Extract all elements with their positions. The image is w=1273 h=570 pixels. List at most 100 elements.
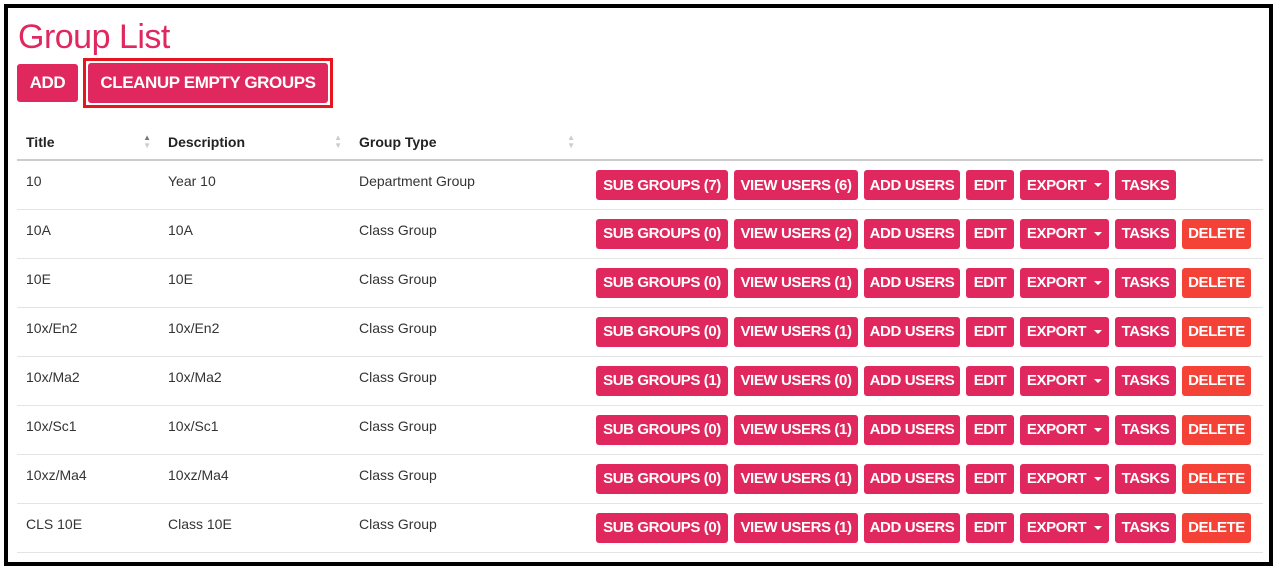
tasks-button[interactable]: TASKS	[1115, 414, 1176, 445]
sub-groups-button[interactable]: SUB GROUPS (0)	[596, 414, 728, 445]
sort-icon[interactable]: ▲ ▼	[334, 133, 342, 150]
add-users-button[interactable]: ADD USERS	[864, 365, 960, 396]
cell-description: Class 10E	[159, 503, 350, 553]
cell-actions: SUB GROUPS (0) VIEW USERS (1) ADD USERS EDI…	[583, 258, 1263, 308]
delete-button[interactable]: DELETE	[1182, 316, 1251, 347]
cell-description: 10x/Sc1	[159, 405, 350, 455]
cell-title: 10xz/Ma4	[17, 454, 159, 504]
tasks-button[interactable]: TASKS	[1115, 365, 1176, 396]
tasks-button[interactable]: TASKS	[1115, 170, 1176, 200]
add-users-button[interactable]: ADD USERS	[864, 463, 960, 494]
tasks-button[interactable]: TASKS	[1115, 218, 1176, 249]
column-header-description[interactable]: Description ▲ ▼	[159, 125, 350, 161]
cell-actions: SUB GROUPS (0) VIEW USERS (1) ADD USERS EDI…	[583, 307, 1263, 357]
add-users-button[interactable]: ADD USERS	[864, 267, 960, 298]
cell-group-type: Class Group	[350, 209, 583, 259]
delete-button[interactable]: DELETE	[1182, 218, 1251, 249]
edit-button[interactable]: EDIT	[966, 170, 1014, 200]
edit-button[interactable]: EDIT	[966, 316, 1014, 347]
cell-actions: SUB GROUPS (0) VIEW USERS (2) ADD USERS EDI…	[583, 209, 1263, 259]
cell-group-type: Class Group	[350, 307, 583, 357]
add-users-button[interactable]: ADD USERS	[864, 170, 960, 200]
cleanup-empty-groups-button[interactable]: CLEANUP EMPTY GROUPS	[88, 63, 328, 103]
caret-down-icon	[1094, 427, 1103, 432]
edit-button[interactable]: EDIT	[966, 365, 1014, 396]
view-users-button[interactable]: VIEW USERS (1)	[734, 316, 858, 347]
add-users-button[interactable]: ADD USERS	[864, 414, 960, 445]
export-dropdown-button[interactable]: EXPORT	[1020, 218, 1109, 249]
edit-button[interactable]: EDIT	[966, 414, 1014, 445]
column-header-actions	[583, 125, 1263, 161]
tasks-button[interactable]: TASKS	[1115, 267, 1176, 298]
table-row: 10A 10A Class Group SUB GROUPS (0) VIEW USER…	[17, 209, 1263, 259]
cell-title: 10x/Sc1	[17, 405, 159, 455]
view-users-button[interactable]: VIEW USERS (1)	[734, 512, 858, 543]
table-row: 10xz/Ma4 10xz/Ma4 Class Group SUB GROUPS (0…	[17, 454, 1263, 504]
sort-icon[interactable]: ▲ ▼	[567, 133, 575, 150]
add-button[interactable]: ADD	[17, 64, 78, 102]
export-dropdown-button[interactable]: EXPORT	[1020, 414, 1109, 445]
view-users-button[interactable]: VIEW USERS (6)	[734, 170, 858, 200]
caret-down-icon	[1094, 476, 1103, 481]
table-row: 10E 10E Class Group SUB GROUPS (0) VIEW USER…	[17, 258, 1263, 308]
export-dropdown-button[interactable]: EXPORT	[1020, 463, 1109, 494]
add-users-button[interactable]: ADD USERS	[864, 218, 960, 249]
export-dropdown-button[interactable]: EXPORT	[1020, 170, 1109, 200]
view-users-button[interactable]: VIEW USERS (1)	[734, 414, 858, 445]
add-users-button[interactable]: ADD USERS	[864, 316, 960, 347]
caret-down-icon	[1094, 280, 1103, 285]
cell-group-type: Department Group	[350, 160, 583, 210]
caret-down-icon	[1094, 525, 1103, 530]
export-dropdown-button[interactable]: EXPORT	[1020, 316, 1109, 347]
edit-button[interactable]: EDIT	[966, 218, 1014, 249]
sub-groups-button[interactable]: SUB GROUPS (0)	[596, 218, 728, 249]
cell-description: 10x/Ma2	[159, 356, 350, 406]
export-dropdown-button[interactable]: EXPORT	[1020, 365, 1109, 396]
cell-actions: SUB GROUPS (0) VIEW USERS (1) ADD USERS EDI…	[583, 454, 1263, 504]
table-row: CLS 10E Class 10E Class Group SUB GROUPS (0…	[17, 503, 1263, 553]
edit-button[interactable]: EDIT	[966, 463, 1014, 494]
delete-button[interactable]: DELETE	[1182, 463, 1251, 494]
tasks-button[interactable]: TASKS	[1115, 512, 1176, 543]
sub-groups-button[interactable]: SUB GROUPS (7)	[596, 170, 728, 200]
delete-button[interactable]: DELETE	[1182, 365, 1251, 396]
sub-groups-button[interactable]: SUB GROUPS (0)	[596, 316, 728, 347]
delete-button[interactable]: DELETE	[1182, 267, 1251, 298]
edit-button[interactable]: EDIT	[966, 512, 1014, 543]
view-users-button[interactable]: VIEW USERS (1)	[734, 267, 858, 298]
cell-group-type: Class Group	[350, 503, 583, 553]
tasks-button[interactable]: TASKS	[1115, 463, 1176, 494]
cell-description: 10xz/Ma4	[159, 454, 350, 504]
sort-icon[interactable]: ▲ ▼	[143, 133, 151, 150]
delete-button[interactable]: DELETE	[1182, 414, 1251, 445]
cell-group-type: Class Group	[350, 405, 583, 455]
cell-description: Year 10	[159, 160, 350, 210]
tasks-button[interactable]: TASKS	[1115, 316, 1176, 347]
view-users-button[interactable]: VIEW USERS (0)	[734, 365, 858, 396]
table-header-row: Title ▲ ▼ Description ▲ ▼ Group Type ▲ ▼	[17, 125, 1263, 161]
sub-groups-button[interactable]: SUB GROUPS (1)	[596, 365, 728, 396]
view-users-button[interactable]: VIEW USERS (1)	[734, 463, 858, 494]
cell-description: 10A	[159, 209, 350, 259]
add-users-button[interactable]: ADD USERS	[864, 512, 960, 543]
cell-group-type: Class Group	[350, 454, 583, 504]
delete-button[interactable]: DELETE	[1182, 512, 1251, 543]
caret-down-icon	[1094, 329, 1103, 334]
cell-description: 10x/En2	[159, 307, 350, 357]
table-row: 10x/Ma2 10x/Ma2 Class Group SUB GROUPS (1) V…	[17, 356, 1263, 406]
caret-down-icon	[1094, 231, 1103, 236]
table-row: 10x/Sc1 10x/Sc1 Class Group SUB GROUPS (0) V…	[17, 405, 1263, 455]
view-users-button[interactable]: VIEW USERS (2)	[734, 218, 858, 249]
sub-groups-button[interactable]: SUB GROUPS (0)	[596, 267, 728, 298]
column-header-group-type[interactable]: Group Type ▲ ▼	[350, 125, 583, 161]
cell-title: 10x/Ma2	[17, 356, 159, 406]
export-dropdown-button[interactable]: EXPORT	[1020, 512, 1109, 543]
sub-groups-button[interactable]: SUB GROUPS (0)	[596, 463, 728, 494]
edit-button[interactable]: EDIT	[966, 267, 1014, 298]
cell-group-type: Class Group	[350, 258, 583, 308]
column-header-title[interactable]: Title ▲ ▼	[17, 125, 159, 161]
cell-title: 10x/En2	[17, 307, 159, 357]
export-dropdown-button[interactable]: EXPORT	[1020, 267, 1109, 298]
sub-groups-button[interactable]: SUB GROUPS (0)	[596, 512, 728, 543]
page-title: Group List	[18, 18, 170, 56]
